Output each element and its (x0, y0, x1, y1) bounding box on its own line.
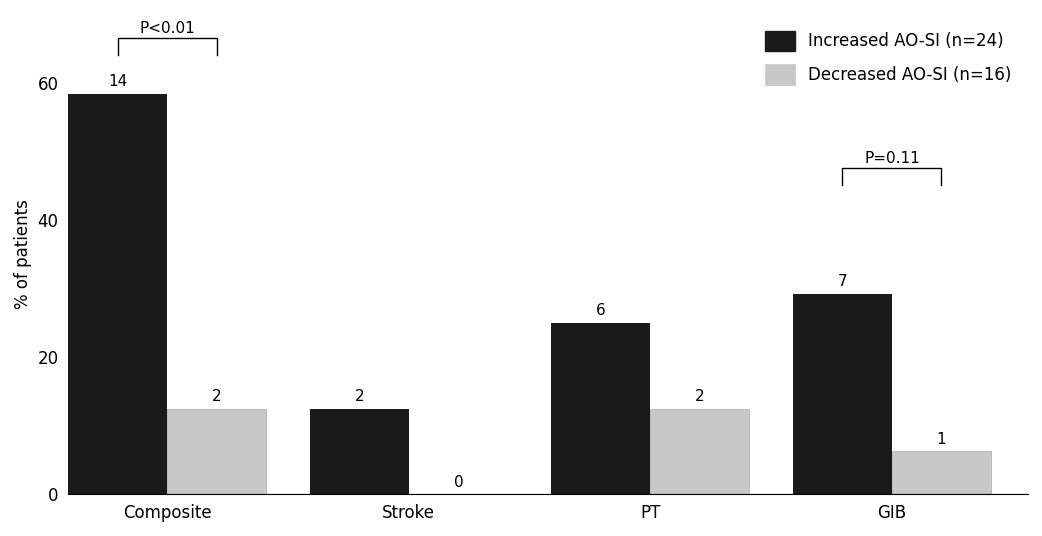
Bar (793, 294, 892, 494)
Text: 14: 14 (108, 74, 127, 89)
Bar (168, 408, 267, 494)
Text: 0: 0 (453, 474, 464, 489)
Text: 7: 7 (838, 274, 847, 289)
Text: P<0.01: P<0.01 (140, 21, 195, 36)
Bar (69, 94, 168, 494)
Bar (551, 323, 650, 494)
Legend: Increased AO-SI (n=24), Decreased AO-SI (n=16): Increased AO-SI (n=24), Decreased AO-SI … (756, 22, 1020, 93)
Bar (892, 451, 991, 494)
Text: P=0.11: P=0.11 (864, 151, 920, 166)
Text: 1: 1 (937, 431, 946, 446)
Text: 6: 6 (596, 303, 605, 318)
Text: 2: 2 (695, 389, 704, 404)
Y-axis label: % of patients: % of patients (14, 199, 32, 309)
Bar (309, 408, 408, 494)
Text: 2: 2 (354, 389, 364, 404)
Bar (650, 408, 749, 494)
Text: 2: 2 (213, 389, 222, 404)
